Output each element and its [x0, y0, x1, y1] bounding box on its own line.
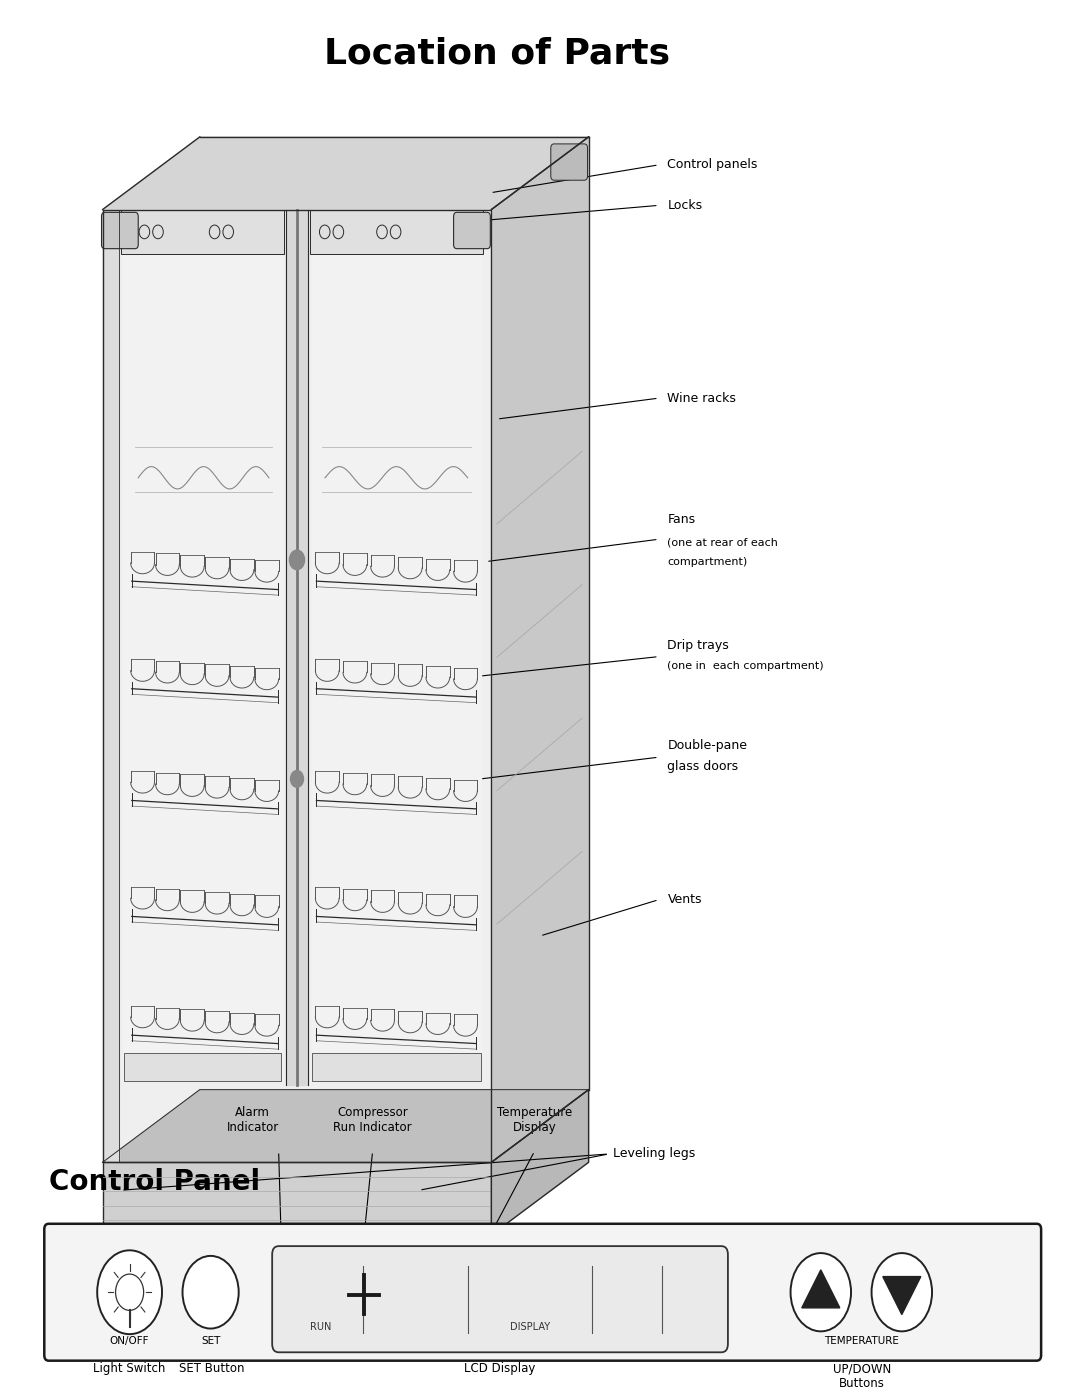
Text: DISPLAY: DISPLAY — [510, 1322, 551, 1333]
Polygon shape — [103, 210, 119, 1162]
Text: LCD Display: LCD Display — [464, 1362, 536, 1375]
Text: UP/DOWN
Buttons: UP/DOWN Buttons — [833, 1362, 891, 1390]
FancyBboxPatch shape — [364, 1235, 381, 1263]
Text: SET: SET — [201, 1336, 220, 1347]
Text: (one in  each compartment): (one in each compartment) — [667, 661, 824, 672]
Text: Drip trays: Drip trays — [667, 638, 729, 652]
Polygon shape — [103, 210, 491, 1162]
Text: Control Panel: Control Panel — [49, 1168, 259, 1196]
Polygon shape — [286, 210, 308, 1085]
Circle shape — [183, 1256, 239, 1329]
Text: Control panels: Control panels — [667, 158, 758, 172]
Text: Wine racks: Wine racks — [667, 391, 737, 405]
Circle shape — [97, 1250, 162, 1334]
Text: Light Switch: Light Switch — [93, 1362, 166, 1375]
Text: Compressor
Run Indicator: Compressor Run Indicator — [334, 1106, 411, 1134]
FancyBboxPatch shape — [456, 1235, 473, 1263]
Polygon shape — [801, 1270, 840, 1308]
Text: ON/OFF: ON/OFF — [110, 1336, 149, 1347]
Text: (one at rear of each: (one at rear of each — [667, 536, 779, 548]
Text: Vents: Vents — [667, 893, 702, 907]
Circle shape — [872, 1253, 932, 1331]
FancyBboxPatch shape — [272, 1246, 728, 1352]
Polygon shape — [491, 1090, 589, 1235]
FancyBboxPatch shape — [454, 212, 490, 249]
FancyBboxPatch shape — [103, 1162, 491, 1235]
Polygon shape — [491, 137, 589, 1162]
FancyBboxPatch shape — [310, 210, 483, 254]
Text: Fans: Fans — [667, 513, 696, 527]
FancyBboxPatch shape — [124, 1053, 281, 1081]
Circle shape — [291, 771, 303, 788]
Polygon shape — [103, 1090, 589, 1162]
FancyBboxPatch shape — [551, 144, 588, 180]
Text: RUN: RUN — [310, 1322, 332, 1333]
Text: Alarm
Indicator: Alarm Indicator — [227, 1106, 279, 1134]
FancyBboxPatch shape — [121, 1235, 138, 1263]
Text: TEMPERATURE: TEMPERATURE — [824, 1336, 899, 1347]
FancyBboxPatch shape — [213, 1235, 230, 1263]
Polygon shape — [882, 1277, 921, 1315]
Text: SET Button: SET Button — [179, 1362, 244, 1375]
Circle shape — [289, 550, 305, 570]
Text: Temperature
Display: Temperature Display — [497, 1106, 572, 1134]
FancyBboxPatch shape — [44, 1224, 1041, 1361]
Polygon shape — [123, 215, 282, 1080]
Text: Leveling legs: Leveling legs — [613, 1147, 696, 1161]
Circle shape — [791, 1253, 851, 1331]
Text: compartment): compartment) — [667, 556, 747, 567]
Polygon shape — [103, 137, 589, 210]
Polygon shape — [312, 215, 481, 1080]
FancyBboxPatch shape — [102, 212, 138, 249]
FancyBboxPatch shape — [312, 1053, 481, 1081]
Text: Location of Parts: Location of Parts — [324, 36, 670, 70]
FancyBboxPatch shape — [121, 210, 284, 254]
Text: Double-pane: Double-pane — [667, 739, 747, 753]
Text: Locks: Locks — [667, 198, 703, 212]
Circle shape — [116, 1274, 144, 1310]
Text: glass doors: glass doors — [667, 760, 739, 774]
